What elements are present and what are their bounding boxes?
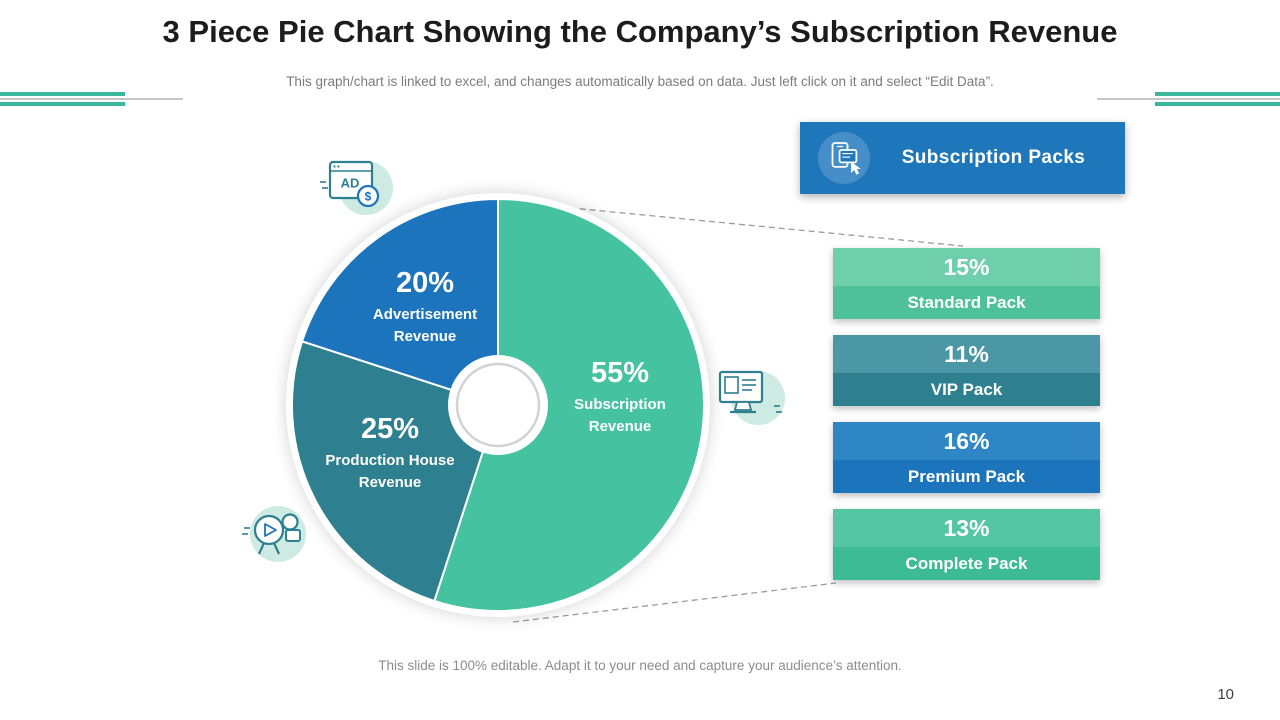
monitor-document-icon (718, 370, 785, 425)
deco-line-left-teal-bottom (0, 102, 125, 106)
page-title: 3 Piece Pie Chart Showing the Company’s … (162, 14, 1118, 49)
deco-line-right-gray (1097, 98, 1280, 100)
pie-chart[interactable] (286, 193, 710, 617)
pack-premium-label: Premium Pack (833, 460, 1100, 493)
donut-hole-ring (455, 362, 541, 448)
pack-complete: 13% Complete Pack (833, 509, 1100, 580)
svg-text:AD: AD (341, 176, 360, 191)
page-subtitle: This graph/chart is linked to excel, and… (286, 74, 994, 89)
pie-slice-0[interactable] (433, 197, 705, 612)
pack-complete-percent: 13% (833, 509, 1100, 547)
pack-vip-percent: 11% (833, 335, 1100, 373)
pack-standard: 15% Standard Pack (833, 248, 1100, 319)
pack-standard-label: Standard Pack (833, 286, 1100, 319)
pack-standard-percent: 15% (833, 248, 1100, 286)
pack-premium-percent: 16% (833, 422, 1100, 460)
subscription-packs-title: Subscription Packs (901, 147, 1086, 168)
pack-vip: 11% VIP Pack (833, 335, 1100, 406)
pie-slices[interactable] (291, 197, 705, 612)
pack-list: 15% Standard Pack 11% VIP Pack 16% Premi… (833, 248, 1100, 596)
deco-line-left-teal-top (0, 92, 125, 96)
deco-line-right-teal-top (1155, 92, 1280, 96)
pie-slice-2[interactable] (300, 197, 499, 407)
pack-vip-label: VIP Pack (833, 373, 1100, 406)
pack-premium: 16% Premium Pack (833, 422, 1100, 493)
pie-slice-1[interactable] (291, 340, 500, 603)
deco-line-right-teal-bottom (1155, 102, 1280, 106)
pie-svg (291, 197, 705, 612)
devices-subscription-icon (818, 132, 870, 184)
pack-complete-label: Complete Pack (833, 547, 1100, 580)
page-number: 10 (1217, 686, 1234, 703)
deco-line-left-gray (0, 98, 183, 100)
subscription-packs-header: Subscription Packs (800, 122, 1125, 194)
footer-note: This slide is 100% editable. Adapt it to… (378, 658, 902, 673)
